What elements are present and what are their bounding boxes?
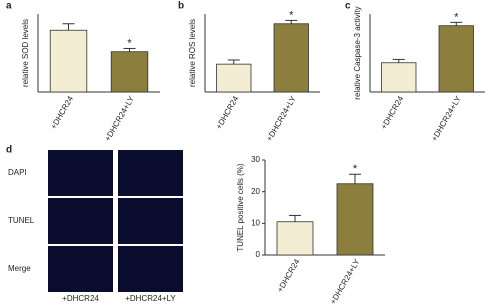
- column-label: +DHCR24: [62, 294, 99, 303]
- bar: [110, 51, 149, 93]
- significance: *: [454, 11, 459, 23]
- micrograph: [118, 246, 183, 292]
- x-tick-label: +DHCR24: [275, 257, 301, 294]
- x-tick-label: +DHCR24: [49, 94, 75, 131]
- y-tick-label: 20: [251, 187, 260, 196]
- panel-label: a: [6, 1, 12, 12]
- bar: [336, 183, 374, 256]
- bar: [216, 63, 252, 93]
- micrograph: [48, 198, 113, 244]
- bar: [273, 23, 309, 93]
- significance: *: [353, 163, 358, 175]
- micrograph: [118, 150, 183, 196]
- x-tick-label: +DHCR24+LY: [328, 257, 361, 306]
- row-label: DAPI: [8, 168, 27, 177]
- bar: [381, 62, 417, 93]
- y-axis-label: relative ROS levels: [188, 19, 197, 87]
- panel-label: d: [6, 145, 12, 156]
- x-tick-label: +DHCR24+LY: [103, 94, 136, 143]
- bar: [276, 221, 314, 256]
- column-label: +DHCR24+LY: [125, 294, 176, 303]
- y-tick-label: 0: [256, 250, 261, 259]
- bar: [438, 25, 474, 93]
- y-axis-label: relative Caspase-3 activity: [353, 6, 362, 99]
- micrograph: [48, 150, 113, 196]
- bar: [49, 29, 88, 93]
- y-tick-label: 30: [251, 155, 260, 164]
- row-label: TUNEL: [8, 216, 35, 225]
- y-tick-label: 10: [251, 218, 260, 227]
- y-axis-label: TUNEL positive cells (%): [236, 163, 245, 252]
- significance: *: [289, 9, 294, 21]
- y-axis-label: relative SOD levels: [21, 19, 30, 87]
- row-label: Merge: [8, 264, 31, 273]
- x-tick-label: +DHCR24+LY: [265, 94, 298, 143]
- significance: *: [127, 37, 132, 49]
- x-tick-label: +DHCR24+LY: [430, 94, 463, 143]
- panel-label: b: [178, 1, 184, 12]
- x-tick-label: +DHCR24: [214, 94, 240, 131]
- panel-label: c: [345, 1, 351, 12]
- x-tick-label: +DHCR24: [379, 94, 405, 131]
- micrograph: [118, 198, 183, 244]
- micrograph: [48, 246, 113, 292]
